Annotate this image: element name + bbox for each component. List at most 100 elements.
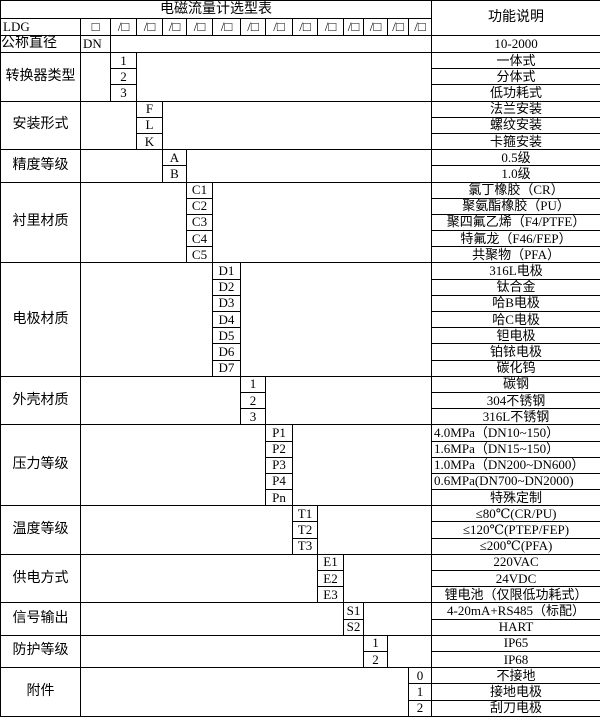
group-label: 安装形式 bbox=[1, 101, 81, 150]
option-function: 分体式 bbox=[432, 69, 600, 85]
option-code: P2 bbox=[266, 441, 293, 457]
option-code: K bbox=[137, 133, 163, 149]
model-code-box: /□ bbox=[344, 19, 364, 36]
option-code: D4 bbox=[213, 312, 241, 328]
blank-cell bbox=[137, 53, 432, 102]
option-code: E3 bbox=[318, 587, 344, 603]
option-code: B bbox=[163, 166, 187, 182]
blank-cell bbox=[111, 36, 432, 53]
option-function: ≤80℃(CR/PU) bbox=[432, 506, 600, 522]
option-function: IP68 bbox=[432, 651, 600, 667]
option-code: 1 bbox=[364, 635, 388, 651]
option-code: 0 bbox=[409, 668, 432, 684]
option-function: 1.6MPa（DN15~150） bbox=[432, 441, 600, 457]
option-function: 钽电极 bbox=[432, 328, 600, 344]
model-code-box: /□ bbox=[409, 19, 432, 36]
option-code: D1 bbox=[213, 263, 241, 279]
option-code: E2 bbox=[318, 571, 344, 587]
blank-cell bbox=[81, 376, 241, 425]
option-function: 不接地 bbox=[432, 668, 600, 684]
option-function: 碳钢 bbox=[432, 376, 600, 392]
option-code: T1 bbox=[293, 506, 318, 522]
option-function: 1.0级 bbox=[432, 166, 600, 182]
blank-cell bbox=[81, 425, 266, 506]
blank-cell bbox=[213, 182, 432, 263]
blank-cell bbox=[81, 603, 344, 635]
option-function: 聚四氟乙烯（F4/PTFE） bbox=[432, 214, 600, 230]
option-function: 低功耗式 bbox=[432, 85, 600, 101]
option-function: 220VAC bbox=[432, 554, 600, 570]
option-function: 法兰安装 bbox=[432, 101, 600, 117]
group-label: 附件 bbox=[1, 668, 81, 717]
option-code: 3 bbox=[241, 409, 266, 425]
option-code: D6 bbox=[213, 344, 241, 360]
option-function: 1.0MPa（DN200~DN600） bbox=[432, 457, 600, 473]
option-code: F bbox=[137, 101, 163, 117]
option-code: D2 bbox=[213, 279, 241, 295]
blank-cell bbox=[266, 376, 432, 425]
option-code: 1 bbox=[409, 684, 432, 700]
model-label: LDG bbox=[1, 19, 81, 36]
option-function: 共聚物（PFA） bbox=[432, 247, 600, 263]
option-code: T3 bbox=[293, 538, 318, 554]
option-function: 24VDC bbox=[432, 571, 600, 587]
option-function: ≤120℃(PTEP/FEP) bbox=[432, 522, 600, 538]
option-function: 0.6MPa(DN700~DN2000) bbox=[432, 473, 600, 489]
option-code: 1 bbox=[241, 376, 266, 392]
group-label: 电极材质 bbox=[1, 263, 81, 376]
blank-cell bbox=[81, 53, 111, 102]
blank-cell bbox=[388, 635, 432, 667]
option-code: C5 bbox=[187, 247, 213, 263]
option-code: 3 bbox=[111, 85, 137, 101]
option-code: C4 bbox=[187, 231, 213, 247]
model-code-box: /□ bbox=[318, 19, 344, 36]
group-label: 转换器类型 bbox=[1, 53, 81, 102]
option-code: 2 bbox=[241, 392, 266, 408]
blank-cell bbox=[81, 101, 137, 150]
blank-cell bbox=[364, 603, 432, 635]
option-function: 哈B电极 bbox=[432, 295, 600, 311]
option-function: 氯丁橡胶（CR） bbox=[432, 182, 600, 198]
option-function: 特殊定制 bbox=[432, 490, 600, 506]
group-label: 温度等级 bbox=[1, 506, 81, 555]
blank-cell bbox=[81, 182, 187, 263]
blank-cell bbox=[187, 150, 432, 182]
blank-cell bbox=[318, 506, 432, 555]
option-code: D3 bbox=[213, 295, 241, 311]
group-label: 信号输出 bbox=[1, 603, 81, 635]
option-function: 卡箍安装 bbox=[432, 133, 600, 149]
blank-cell bbox=[81, 150, 163, 182]
model-code-box: /□ bbox=[364, 19, 388, 36]
blank-cell bbox=[293, 425, 432, 506]
option-code: P1 bbox=[266, 425, 293, 441]
model-code-box: /□ bbox=[241, 19, 266, 36]
option-code: D7 bbox=[213, 360, 241, 376]
option-code: E1 bbox=[318, 554, 344, 570]
option-function: 铂铱电极 bbox=[432, 344, 600, 360]
blank-cell bbox=[241, 263, 432, 376]
group-label: 精度等级 bbox=[1, 150, 81, 182]
option-function: 刮刀电极 bbox=[432, 700, 600, 716]
option-function: 聚氨酯橡胶（PU） bbox=[432, 198, 600, 214]
option-code: 2 bbox=[364, 651, 388, 667]
option-code: P3 bbox=[266, 457, 293, 473]
option-function: HART bbox=[432, 619, 600, 635]
option-code: C2 bbox=[187, 198, 213, 214]
option-code: S2 bbox=[344, 619, 364, 635]
option-code: A bbox=[163, 150, 187, 166]
blank-cell bbox=[81, 668, 409, 717]
option-code: S1 bbox=[344, 603, 364, 619]
option-function: 哈C电极 bbox=[432, 312, 600, 328]
model-code-box: /□ bbox=[388, 19, 409, 36]
option-function: 钛合金 bbox=[432, 279, 600, 295]
